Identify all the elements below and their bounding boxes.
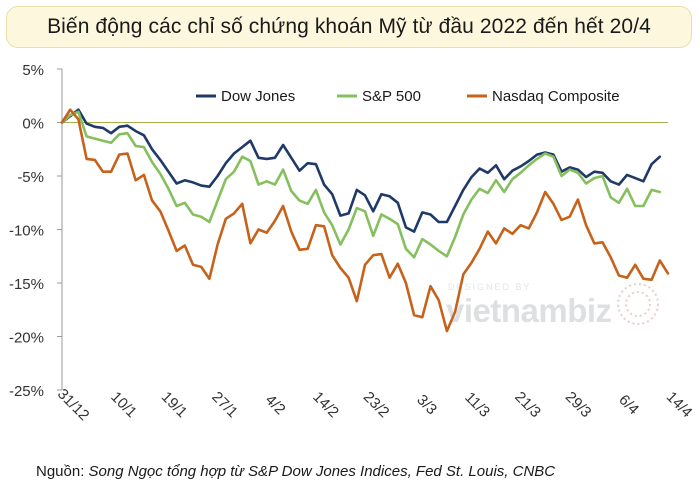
source-note: Nguồn: Song Ngọc tổng hợp từ S&P Dow Jon… [36, 463, 555, 480]
series-line-3 [60, 108, 670, 333]
x-tick-label: 29/3 [562, 388, 595, 421]
watermark: DESIGNED BY vietnambiz [446, 280, 666, 340]
x-tick-label: 3/3 [413, 391, 440, 418]
watermark-brand: vietnambiz [446, 292, 612, 329]
series-line-1 [60, 108, 662, 233]
title-banner: Biến động các chỉ số chứng khoán Mỹ từ đ… [6, 6, 692, 48]
legend-label: S&P 500 [362, 88, 421, 105]
x-tick-label: 27/1 [208, 388, 241, 421]
legend-label: Nasdaq Composite [492, 88, 620, 105]
x-tick-label: 6/4 [615, 391, 642, 418]
x-tick-label: 21/3 [511, 388, 544, 421]
watermark-logo-icon [617, 283, 659, 325]
legend: Dow Jones S&P 500 Nasdaq Composite [196, 88, 620, 105]
y-tick-label: -25% [9, 383, 44, 400]
x-tick-label: 23/2 [360, 388, 393, 421]
y-tick-label: -20% [9, 330, 44, 347]
x-tick-label: 14/2 [309, 388, 342, 421]
y-tick-label: -10% [9, 223, 44, 240]
x-tick-label: 11/3 [461, 389, 493, 421]
x-tick-label: 31/12 [54, 386, 93, 425]
y-tick-label: 0% [22, 116, 44, 133]
x-tick-label: 10/1 [107, 388, 140, 421]
x-tick-label: 19/1 [158, 388, 191, 421]
series-lines [60, 108, 670, 333]
y-tick-label: 5% [22, 62, 44, 79]
series-line-2 [60, 110, 662, 259]
watermark-caption: DESIGNED BY [448, 282, 532, 292]
y-tick-label: -15% [9, 276, 44, 293]
chart-title: Biến động các chỉ số chứng khoán Mỹ từ đ… [47, 15, 651, 38]
source-text: Song Ngọc tổng hợp từ S&P Dow Jones Indi… [88, 463, 556, 480]
line-chart: 5% 0% -5% -10% -15% -20% -25% 31/12 10/1 19/1 27/1… [9, 62, 696, 424]
source-prefix: Nguồn: [36, 463, 89, 480]
axis-layer: 5% 0% -5% -10% -15% -20% -25% 31/12 10/1 19/1 27/1… [9, 62, 696, 424]
legend-label: Dow Jones [221, 88, 295, 105]
y-tick-label: -5% [17, 169, 44, 186]
x-tick-label: 4/2 [262, 391, 289, 418]
x-tick-label: 14/4 [663, 388, 696, 421]
